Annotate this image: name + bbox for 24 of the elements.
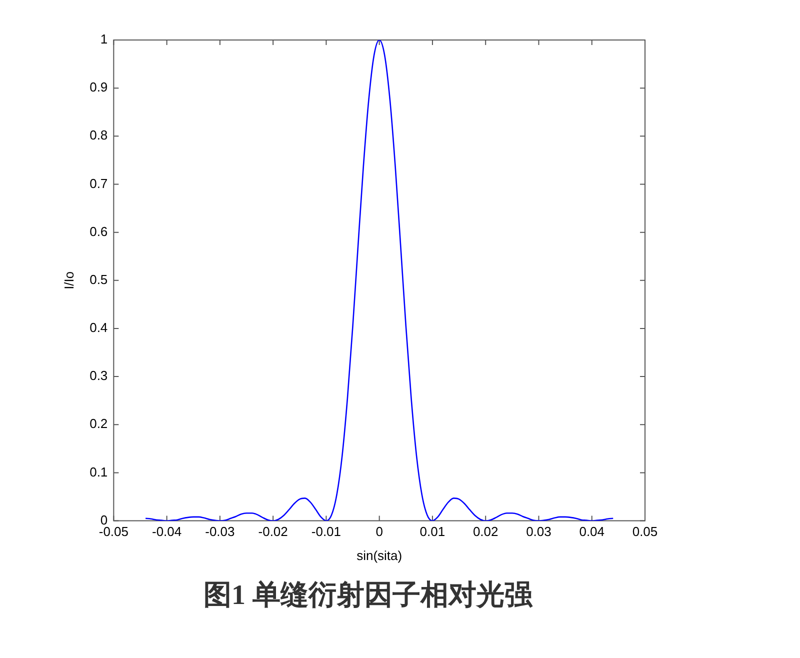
y-tick-label: 0.9 — [90, 80, 108, 95]
line-series — [144, 40, 614, 521]
y-tick-label: 0.3 — [90, 368, 108, 384]
x-tick-label: -0.03 — [205, 524, 235, 540]
x-axis-title: sin(sita) — [356, 548, 402, 563]
x-tick-label: 0 — [376, 524, 383, 540]
y-tick-label: 0.4 — [90, 320, 108, 336]
x-tick-label: 0.01 — [420, 524, 446, 540]
y-tick-label: 0.8 — [90, 128, 108, 143]
y-tick-label: 0.5 — [90, 272, 108, 287]
y-tick-label: 0.6 — [90, 224, 108, 239]
y-axis-title: I/Io — [61, 271, 76, 290]
x-tick-label: -0.01 — [311, 524, 342, 540]
y-tick-label: 0.7 — [90, 176, 108, 191]
x-tick-label: 0.02 — [472, 524, 498, 540]
y-tick-label: 0.2 — [90, 416, 108, 432]
x-tick-label: 0.03 — [526, 524, 552, 540]
x-tick-label: 0.05 — [632, 524, 658, 540]
y-tick-label: 1 — [100, 32, 108, 47]
x-tick-label: 0.04 — [579, 524, 605, 540]
caption: 图1 单缝衍射因子相对光强 — [202, 579, 534, 613]
x-tick-label: -0.04 — [152, 524, 182, 540]
y-tick-label: 0.1 — [90, 464, 108, 480]
x-tick-label: -0.02 — [258, 524, 288, 540]
